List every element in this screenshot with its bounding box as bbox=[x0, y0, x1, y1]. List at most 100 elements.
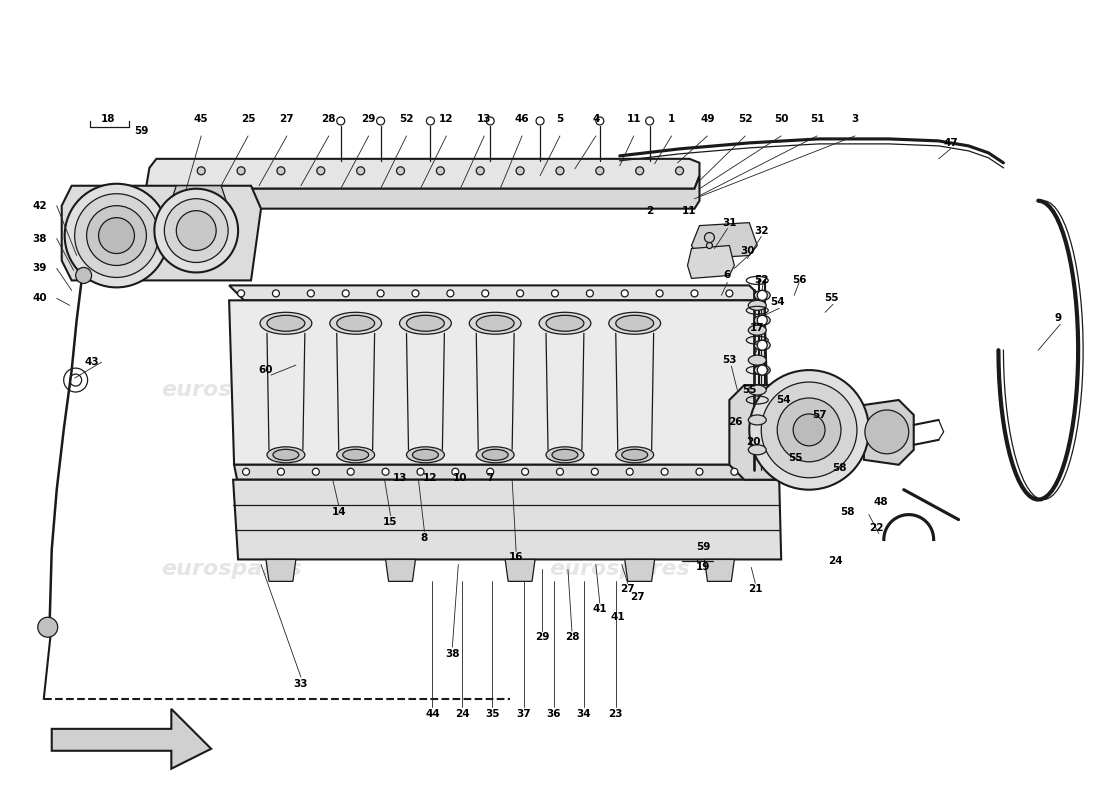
Text: 13: 13 bbox=[477, 114, 492, 124]
Text: 58: 58 bbox=[839, 506, 855, 517]
Text: eurospares: eurospares bbox=[549, 559, 690, 579]
Text: 23: 23 bbox=[608, 709, 623, 719]
Circle shape bbox=[656, 290, 663, 297]
Ellipse shape bbox=[748, 415, 767, 425]
Ellipse shape bbox=[337, 447, 375, 462]
Circle shape bbox=[87, 206, 146, 266]
Circle shape bbox=[75, 194, 158, 278]
Circle shape bbox=[596, 117, 604, 125]
Text: eurospares: eurospares bbox=[161, 380, 301, 400]
Circle shape bbox=[516, 167, 524, 174]
Polygon shape bbox=[704, 559, 735, 582]
Circle shape bbox=[197, 167, 206, 174]
Circle shape bbox=[778, 398, 842, 462]
Circle shape bbox=[749, 370, 869, 490]
Circle shape bbox=[243, 468, 250, 475]
Text: 52: 52 bbox=[754, 275, 769, 286]
Text: 46: 46 bbox=[515, 114, 529, 124]
Text: 8: 8 bbox=[421, 533, 428, 542]
Text: 42: 42 bbox=[33, 201, 47, 210]
Text: 56: 56 bbox=[792, 275, 806, 286]
Circle shape bbox=[517, 290, 524, 297]
Text: 24: 24 bbox=[455, 709, 470, 719]
Text: 41: 41 bbox=[593, 604, 607, 614]
Polygon shape bbox=[146, 159, 700, 189]
Text: 7: 7 bbox=[486, 473, 494, 482]
Circle shape bbox=[761, 382, 857, 478]
Text: 29: 29 bbox=[362, 114, 376, 124]
Ellipse shape bbox=[267, 447, 305, 462]
Circle shape bbox=[342, 290, 349, 297]
Circle shape bbox=[337, 117, 344, 125]
Text: 11: 11 bbox=[682, 206, 696, 216]
Text: 52: 52 bbox=[399, 114, 414, 124]
Text: 27: 27 bbox=[620, 584, 635, 594]
Circle shape bbox=[586, 290, 593, 297]
Circle shape bbox=[486, 468, 494, 475]
Text: 52: 52 bbox=[738, 114, 752, 124]
Ellipse shape bbox=[748, 300, 767, 310]
Text: 27: 27 bbox=[279, 114, 294, 124]
Circle shape bbox=[317, 167, 324, 174]
Text: 59: 59 bbox=[134, 126, 148, 136]
Text: 27: 27 bbox=[630, 592, 645, 602]
Circle shape bbox=[377, 290, 384, 297]
Ellipse shape bbox=[748, 385, 767, 395]
Text: 17: 17 bbox=[750, 323, 764, 334]
Circle shape bbox=[164, 198, 228, 262]
Circle shape bbox=[706, 242, 713, 249]
Text: 15: 15 bbox=[383, 517, 398, 526]
Polygon shape bbox=[692, 222, 757, 258]
Circle shape bbox=[437, 167, 444, 174]
Text: 19: 19 bbox=[696, 562, 711, 573]
Circle shape bbox=[312, 468, 319, 475]
Circle shape bbox=[37, 618, 57, 637]
Circle shape bbox=[596, 167, 604, 174]
Ellipse shape bbox=[482, 450, 508, 460]
Circle shape bbox=[427, 117, 434, 125]
Text: 14: 14 bbox=[331, 506, 346, 517]
Polygon shape bbox=[505, 559, 535, 582]
Text: 32: 32 bbox=[754, 226, 769, 235]
Text: 28: 28 bbox=[564, 632, 580, 642]
Text: 51: 51 bbox=[810, 114, 824, 124]
Circle shape bbox=[238, 290, 244, 297]
Text: 30: 30 bbox=[740, 246, 755, 255]
Text: 4: 4 bbox=[592, 114, 600, 124]
Text: 33: 33 bbox=[294, 679, 308, 689]
Ellipse shape bbox=[273, 450, 299, 460]
Text: 26: 26 bbox=[728, 417, 743, 427]
Circle shape bbox=[476, 167, 484, 174]
Polygon shape bbox=[172, 186, 227, 209]
Circle shape bbox=[396, 167, 405, 174]
Circle shape bbox=[376, 117, 385, 125]
Text: 43: 43 bbox=[85, 357, 99, 367]
Circle shape bbox=[521, 468, 529, 475]
Circle shape bbox=[691, 290, 698, 297]
Text: 31: 31 bbox=[722, 218, 737, 228]
Circle shape bbox=[551, 290, 559, 297]
Ellipse shape bbox=[755, 340, 770, 350]
Polygon shape bbox=[229, 286, 764, 300]
Polygon shape bbox=[52, 709, 211, 769]
Text: 57: 57 bbox=[812, 410, 826, 420]
Text: 20: 20 bbox=[746, 437, 760, 447]
Ellipse shape bbox=[407, 447, 444, 462]
Text: eurospares: eurospares bbox=[161, 559, 301, 579]
Text: 9: 9 bbox=[1055, 314, 1061, 323]
Text: 53: 53 bbox=[722, 355, 737, 365]
Ellipse shape bbox=[267, 315, 305, 331]
Text: 29: 29 bbox=[535, 632, 549, 642]
Text: 58: 58 bbox=[832, 462, 846, 473]
Polygon shape bbox=[266, 559, 296, 582]
Circle shape bbox=[486, 117, 494, 125]
Polygon shape bbox=[688, 246, 735, 278]
Text: 47: 47 bbox=[943, 138, 958, 148]
Circle shape bbox=[592, 468, 598, 475]
Text: 24: 24 bbox=[827, 557, 843, 566]
Circle shape bbox=[757, 340, 767, 350]
Text: 5: 5 bbox=[557, 114, 563, 124]
Ellipse shape bbox=[755, 290, 770, 300]
Ellipse shape bbox=[539, 312, 591, 334]
Text: 11: 11 bbox=[627, 114, 641, 124]
